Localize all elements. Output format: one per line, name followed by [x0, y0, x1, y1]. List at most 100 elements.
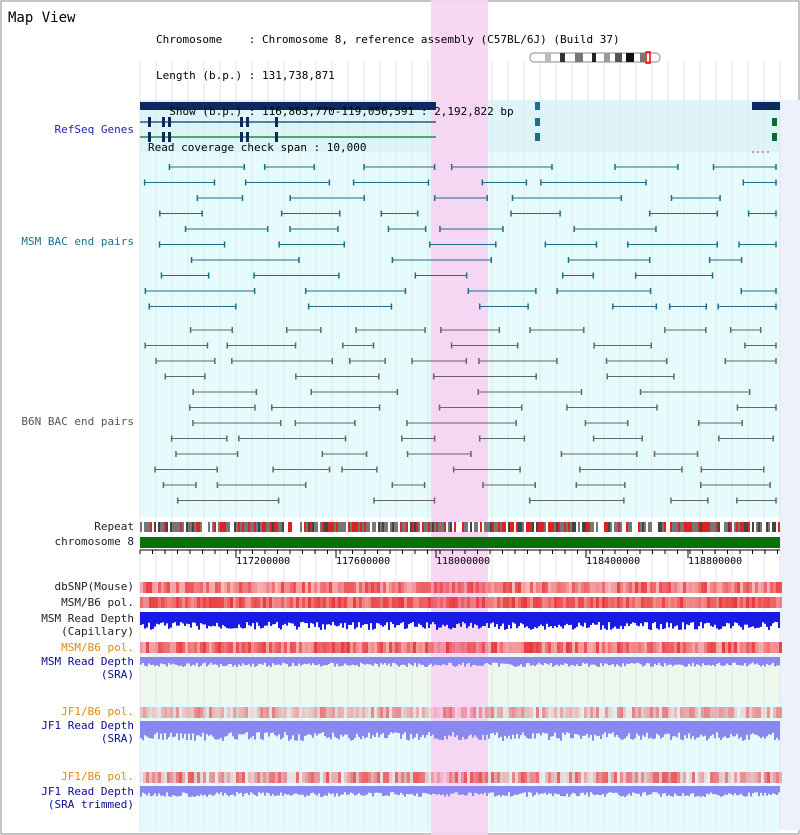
jf1-trim-depth-bar	[142, 786, 144, 793]
jf1-trim-depth-bar	[712, 786, 714, 795]
msm-cap-depth-bar	[438, 612, 440, 628]
jf1-sra-depth-bar	[510, 721, 512, 740]
msm-pol2-cell	[740, 642, 743, 653]
msm-pol2-cell	[491, 642, 494, 653]
jf1-pol-cell	[497, 707, 500, 718]
msm-sra-depth-bar	[664, 657, 666, 664]
jf1-pol2-cell	[359, 772, 362, 783]
repeat-mark	[254, 522, 256, 532]
jf1-sra-depth-bar	[298, 721, 300, 735]
info-length: Length (b.p.) : 131,738,871	[156, 69, 335, 82]
dbsnp-cell	[254, 582, 257, 593]
msm-sra-depth-bar	[302, 657, 304, 665]
jf1-pol2-cell	[743, 772, 746, 783]
jf1-trim-depth-bar	[292, 786, 294, 795]
jf1-pol-cell	[323, 707, 326, 718]
jf1-trim-depth-bar	[400, 786, 402, 793]
jf1-sra-depth-bar	[504, 721, 506, 736]
jf1-pol-cell	[230, 707, 233, 718]
msm-sra-depth-bar	[418, 657, 420, 664]
track-label-refseq[interactable]: RefSeq Genes	[54, 123, 134, 136]
msm-sra-depth-bar	[256, 657, 258, 666]
jf1-trim-depth-bar	[582, 786, 584, 793]
jf1-trim-depth-bar	[146, 786, 148, 796]
msm-pol-cell	[545, 597, 548, 608]
msm-pol-cell	[188, 597, 191, 608]
msm-cap-depth-bar	[760, 612, 762, 627]
msm-sra-depth-bar	[764, 657, 766, 667]
msm-pol-cell	[512, 597, 515, 608]
msm-sra-depth-bar	[334, 657, 336, 667]
msm-sra-depth-bar	[702, 657, 704, 664]
dbsnp-cell	[752, 582, 755, 593]
jf1-pol-cell	[434, 707, 437, 718]
msm-cap-depth-bar	[606, 612, 608, 630]
jf1-pol-cell	[242, 707, 245, 718]
repeat-mark	[702, 522, 704, 532]
msm-sra-depth-bar	[444, 657, 446, 665]
jf1-pol-cell	[494, 707, 497, 718]
jf1-sra-depth-bar	[292, 721, 294, 736]
jf1-trim-depth-bar	[630, 786, 632, 796]
msm-pol-cell	[569, 597, 572, 608]
msm-sra-depth-bar	[290, 657, 292, 667]
track-label-jf1-read-trim-sub: (SRA trimmed)	[47, 798, 134, 811]
jf1-sra-depth-bar	[418, 721, 420, 740]
msm-pol2-cell	[386, 642, 389, 653]
jf1-trim-depth-bar	[578, 786, 580, 796]
jf1-sra-depth-bar	[666, 721, 668, 734]
msm-cap-depth-bar	[612, 612, 614, 629]
jf1-trim-depth-bar	[534, 786, 536, 795]
msm-sra-depth-bar	[588, 657, 590, 667]
jf1-sra-depth-bar	[436, 721, 438, 739]
jf1-sra-depth-bar	[764, 721, 766, 739]
repeat-mark	[380, 522, 382, 532]
repeat-mark	[148, 522, 150, 532]
msm-pol2-cell	[698, 642, 701, 653]
msm-sra-depth-bar	[322, 657, 324, 666]
jf1-pol2-cell	[542, 772, 545, 783]
jf1-sra-depth-bar	[644, 721, 646, 737]
jf1-trim-depth-bar	[496, 786, 498, 796]
msm-pol2-cell	[554, 642, 557, 653]
repeat-mark	[360, 522, 362, 532]
track-label-b6n-bac[interactable]: B6N BAC end pairs	[21, 415, 134, 428]
jf1-trim-depth-bar	[188, 786, 190, 797]
msm-cap-depth-bar	[656, 612, 658, 629]
msm-sra-depth-bar	[668, 657, 670, 665]
msm-cap-depth-bar	[386, 612, 388, 623]
repeat-mark	[162, 522, 164, 532]
msm-sra-depth-bar	[220, 657, 222, 664]
jf1-trim-depth-bar	[404, 786, 406, 797]
jf1-pol-cell	[272, 707, 275, 718]
dbsnp-cell	[431, 582, 434, 593]
repeat-mark	[436, 522, 438, 532]
msm-cap-depth-bar	[164, 612, 166, 626]
msm-sra-depth-bar	[318, 657, 320, 665]
track-label-msm-bac[interactable]: MSM BAC end pairs	[21, 235, 134, 248]
msm-pol-cell	[239, 597, 242, 608]
jf1-pol-cell	[563, 707, 566, 718]
jf1-pol2-cell	[170, 772, 173, 783]
msm-cap-depth-bar	[156, 612, 158, 624]
jf1-pol2-cell	[662, 772, 665, 783]
jf1-pol2-cell	[491, 772, 494, 783]
dbsnp-cell	[194, 582, 197, 593]
msm-sra-depth-bar	[582, 657, 584, 663]
jf1-pol-cell	[383, 707, 386, 718]
msm-sra-depth-bar	[678, 657, 680, 665]
msm-cap-depth-bar	[442, 612, 444, 625]
jf1-pol-cell	[425, 707, 428, 718]
repeat-mark	[484, 522, 486, 532]
dbsnp-cell	[620, 582, 623, 593]
repeat-mark	[282, 522, 284, 532]
msm-cap-depth-bar	[190, 612, 192, 628]
jf1-sra-depth-bar	[746, 721, 748, 735]
msm-pol-cell	[467, 597, 470, 608]
msm-sra-depth-bar	[734, 657, 736, 663]
jf1-sra-depth-bar	[586, 721, 588, 734]
jf1-sra-depth-bar	[194, 721, 196, 741]
jf1-sra-depth-bar	[762, 721, 764, 737]
msm-pol2-cell	[338, 642, 341, 653]
